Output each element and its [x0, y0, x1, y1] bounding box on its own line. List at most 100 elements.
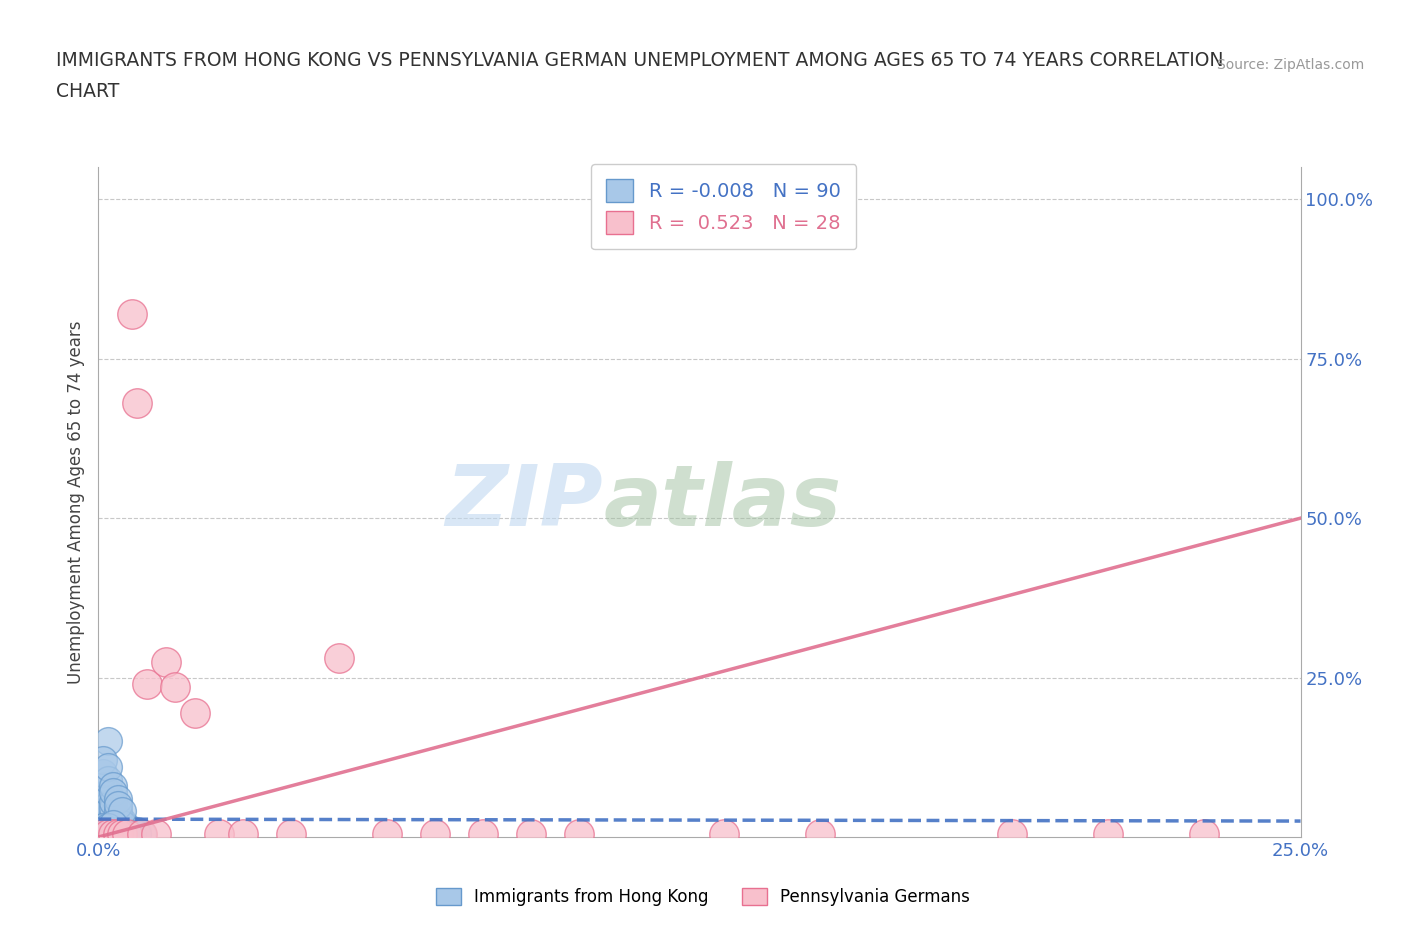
Point [107, 810, 129, 825]
Point [101, 801, 124, 816]
Point [232, 827, 254, 842]
Point [91, 817, 114, 831]
Point [91, 753, 114, 768]
Point [101, 810, 124, 825]
Point [328, 651, 350, 666]
Point [125, 396, 148, 411]
Point [101, 817, 124, 831]
Point [125, 827, 148, 842]
Point [101, 820, 124, 835]
Point [97, 785, 120, 800]
Point [91, 823, 114, 838]
Point [91, 827, 114, 842]
Point [97, 814, 120, 829]
Point [117, 823, 139, 838]
Point [713, 827, 735, 842]
Point [117, 827, 139, 842]
Point [97, 823, 120, 838]
Point [111, 814, 134, 829]
Point [101, 814, 124, 829]
Point [97, 817, 120, 831]
Point [135, 676, 157, 691]
Point [97, 804, 120, 819]
Point [91, 820, 114, 835]
Point [121, 827, 143, 842]
Point [111, 827, 134, 842]
Point [97, 820, 120, 835]
Point [107, 810, 129, 825]
Point [101, 823, 124, 838]
Point [97, 827, 120, 842]
Point [111, 817, 134, 831]
Point [101, 823, 124, 838]
Point [91, 827, 114, 842]
Point [121, 827, 143, 842]
Point [101, 827, 124, 842]
Point [107, 817, 129, 831]
Point [111, 823, 134, 838]
Text: Source: ZipAtlas.com: Source: ZipAtlas.com [1216, 58, 1364, 72]
Point [97, 823, 120, 838]
Point [107, 791, 129, 806]
Point [101, 827, 124, 842]
Point [1097, 827, 1119, 842]
Point [91, 827, 114, 842]
Point [97, 810, 120, 825]
Point [111, 820, 134, 835]
Point [117, 827, 139, 842]
Point [97, 734, 120, 749]
Point [97, 820, 120, 835]
Point [101, 827, 124, 842]
Point [111, 804, 134, 819]
Point [121, 307, 143, 322]
Point [91, 817, 114, 831]
Point [91, 820, 114, 835]
Text: atlas: atlas [603, 460, 841, 544]
Point [97, 798, 120, 813]
Point [111, 827, 134, 842]
Point [91, 823, 114, 838]
Point [97, 827, 120, 842]
Point [97, 817, 120, 831]
Point [131, 827, 153, 842]
Point [111, 817, 134, 831]
Legend: R = -0.008   N = 90, R =  0.523   N = 28: R = -0.008 N = 90, R = 0.523 N = 28 [591, 164, 856, 249]
Point [472, 827, 495, 842]
Point [117, 827, 139, 842]
Point [101, 794, 124, 809]
Point [101, 823, 124, 838]
Point [107, 820, 129, 835]
Point [111, 827, 134, 842]
Point [121, 823, 143, 838]
Point [208, 827, 231, 842]
Point [101, 827, 124, 842]
Point [107, 798, 129, 813]
Point [568, 827, 591, 842]
Point [125, 827, 148, 842]
Point [91, 778, 114, 793]
Point [107, 804, 129, 819]
Point [183, 705, 205, 720]
Point [91, 827, 114, 842]
Point [101, 827, 124, 842]
Point [101, 778, 124, 793]
Point [97, 772, 120, 787]
Point [101, 817, 124, 831]
Point [91, 823, 114, 838]
Point [97, 827, 120, 842]
Point [97, 827, 120, 842]
Point [107, 827, 129, 842]
Point [91, 791, 114, 806]
Point [97, 823, 120, 838]
Point [423, 827, 446, 842]
Point [101, 807, 124, 822]
Text: CHART: CHART [56, 82, 120, 100]
Point [165, 680, 187, 695]
Point [101, 827, 124, 842]
Point [520, 827, 543, 842]
Point [125, 823, 148, 838]
Point [107, 827, 129, 842]
Point [97, 820, 120, 835]
Point [280, 827, 302, 842]
Point [107, 814, 129, 829]
